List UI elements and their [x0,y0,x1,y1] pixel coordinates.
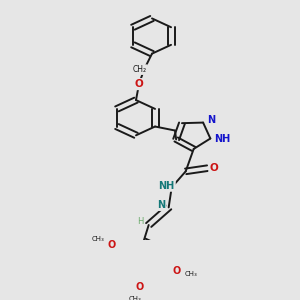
Text: CH₃: CH₃ [129,296,141,300]
Text: O: O [135,79,143,89]
Text: H: H [137,217,144,226]
Text: N: N [158,200,166,210]
Text: NH: NH [159,181,175,191]
Text: O: O [108,240,116,250]
Text: N: N [207,115,215,125]
Text: O: O [209,163,218,173]
Text: CH₃: CH₃ [185,272,198,278]
Text: O: O [172,266,180,276]
Text: O: O [136,282,144,292]
Text: NH: NH [214,134,230,143]
Text: CH₃: CH₃ [92,236,104,242]
Text: CH₂: CH₂ [133,65,147,74]
